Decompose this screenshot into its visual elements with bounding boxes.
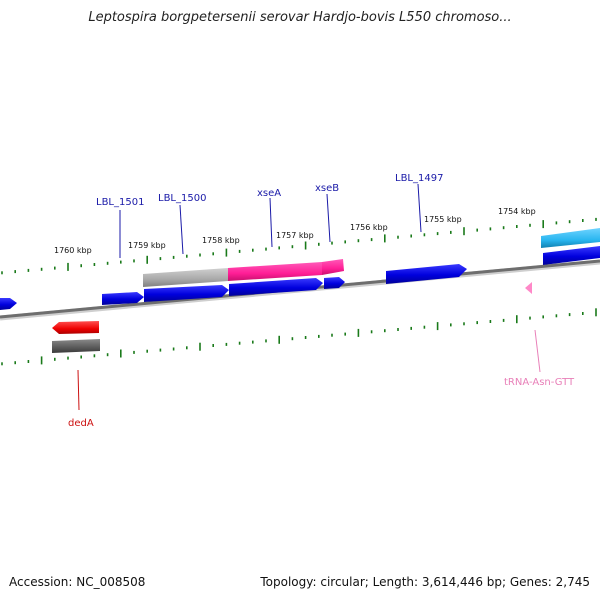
xseB-cds-feature[interactable] xyxy=(324,277,345,289)
xseA-cds-feature[interactable] xyxy=(229,278,323,296)
gene-label-lbl1497[interactable]: LBL_1497 xyxy=(395,173,443,184)
kbp-label-1755: 1755 kbp xyxy=(424,215,462,224)
lbl1501-feature[interactable] xyxy=(102,292,144,305)
xseA-feature[interactable] xyxy=(228,262,322,281)
cyan-feature[interactable] xyxy=(541,228,600,248)
scale-labels: 1760 kbp 1759 kbp 1758 kbp 1757 kbp 1756… xyxy=(54,207,536,255)
kbp-label-1756: 1756 kbp xyxy=(350,223,388,232)
kbp-label-1758: 1758 kbp xyxy=(202,236,240,245)
genome-summary-text: Topology: circular; Length: 3,614,446 bp… xyxy=(260,575,590,589)
map-title: Leptospira borgpetersenii serovar Hardjo… xyxy=(88,10,512,25)
inner-scale-ticks xyxy=(1,308,597,366)
lbl1497-feature[interactable] xyxy=(386,264,467,284)
gene-label-xseB[interactable]: xseB xyxy=(315,183,339,194)
forward-feature-track xyxy=(143,228,600,287)
kbp-label-1760: 1760 kbp xyxy=(54,246,92,255)
kbp-label-1754: 1754 kbp xyxy=(498,207,536,216)
gene-label-trna-asn[interactable]: tRNA-Asn-GTT xyxy=(504,377,575,388)
gene-label-lbl1500[interactable]: LBL_1500 xyxy=(158,193,206,204)
gene-feature-right[interactable] xyxy=(543,246,600,265)
kbp-label-1757: 1757 kbp xyxy=(276,231,314,240)
xseB-feature[interactable] xyxy=(322,259,344,275)
accession-text: Accession: NC_008508 xyxy=(9,575,146,589)
pseudogene-feature[interactable] xyxy=(143,268,228,287)
gene-label-leaders xyxy=(77,183,541,411)
kbp-label-1759: 1759 kbp xyxy=(128,241,166,250)
reverse-feature-track xyxy=(52,282,532,353)
outer-scale-ticks xyxy=(1,217,597,275)
gene-labels: LBL_1501 LBL_1500 xseA xseB LBL_1497 ded… xyxy=(68,173,575,429)
gene-feature-left-edge[interactable] xyxy=(0,298,17,310)
lbl1500-feature[interactable] xyxy=(144,285,229,302)
gene-label-lbl1501[interactable]: LBL_1501 xyxy=(96,197,144,208)
dedA-feature[interactable] xyxy=(52,321,99,334)
gene-label-xseA[interactable]: xseA xyxy=(257,188,281,199)
gene-label-dedA[interactable]: dedA xyxy=(68,418,94,429)
dedA-gene-feature[interactable] xyxy=(52,339,100,353)
forward-feature-track-lower xyxy=(0,277,345,310)
trna-asn-feature[interactable] xyxy=(525,282,532,294)
